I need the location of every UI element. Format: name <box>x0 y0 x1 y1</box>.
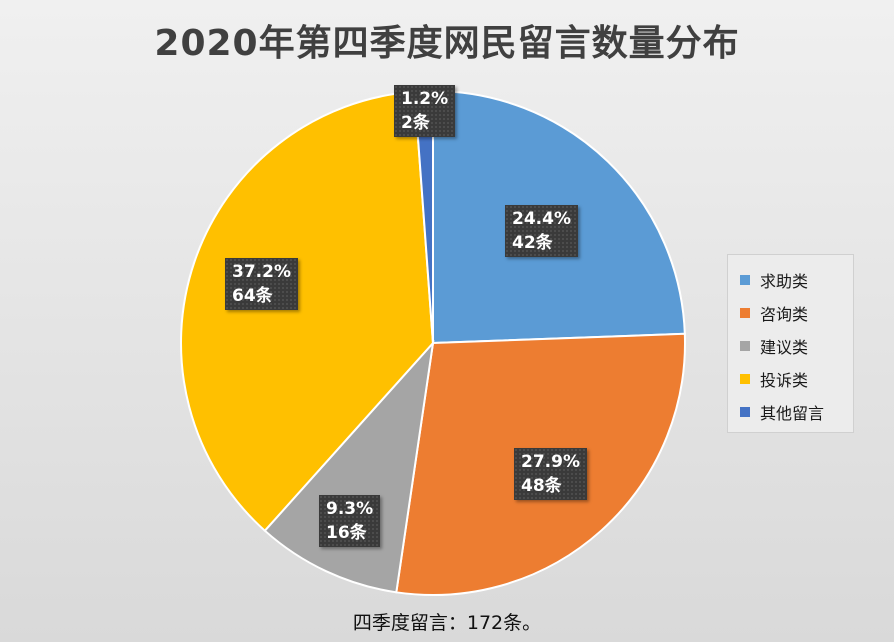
data-label-count: 42条 <box>512 233 553 253</box>
data-label-count: 48条 <box>521 476 562 496</box>
legend-swatch <box>740 274 750 285</box>
legend-label: 建议类 <box>760 337 809 357</box>
legend-swatch <box>740 373 750 384</box>
legend-label: 求助类 <box>760 271 809 291</box>
legend-item: 咨询类 <box>728 296 853 329</box>
data-label-percent: 27.9% <box>521 452 580 472</box>
legend-swatch <box>740 406 750 417</box>
data-label-count: 16条 <box>326 523 367 543</box>
data-label-count: 64条 <box>232 286 273 306</box>
data-label-percent: 24.4% <box>512 209 571 229</box>
legend: 求助类 咨询类 建议类 投诉类 其他留言 <box>727 254 854 433</box>
legend-item: 其他留言 <box>728 395 853 428</box>
chart-title: 2020年第四季度网民留言数量分布 <box>154 23 740 64</box>
pie-slice <box>263 339 435 594</box>
legend-item: 建议类 <box>728 329 853 362</box>
legend-swatch <box>740 307 750 318</box>
legend-item: 投诉类 <box>728 362 853 395</box>
pie-slice <box>180 90 435 533</box>
data-label: 24.4% 42条 <box>505 205 578 257</box>
footnote: 四季度留言：172条。 <box>352 612 542 634</box>
data-label: 1.2% 2条 <box>394 85 456 137</box>
legend-label: 投诉类 <box>760 370 809 390</box>
legend-label: 咨询类 <box>760 304 809 324</box>
data-label: 27.9% 48条 <box>514 448 587 500</box>
data-label: 37.2% 64条 <box>225 258 298 310</box>
data-label-count: 2条 <box>401 113 430 133</box>
legend-label: 其他留言 <box>760 403 825 423</box>
legend-swatch <box>740 340 750 351</box>
data-label-percent: 9.3% <box>326 499 374 519</box>
data-label-percent: 37.2% <box>232 262 291 282</box>
legend-item: 求助类 <box>728 263 853 296</box>
data-label-percent: 1.2% <box>401 89 449 109</box>
data-label: 9.3% 16条 <box>319 495 381 547</box>
